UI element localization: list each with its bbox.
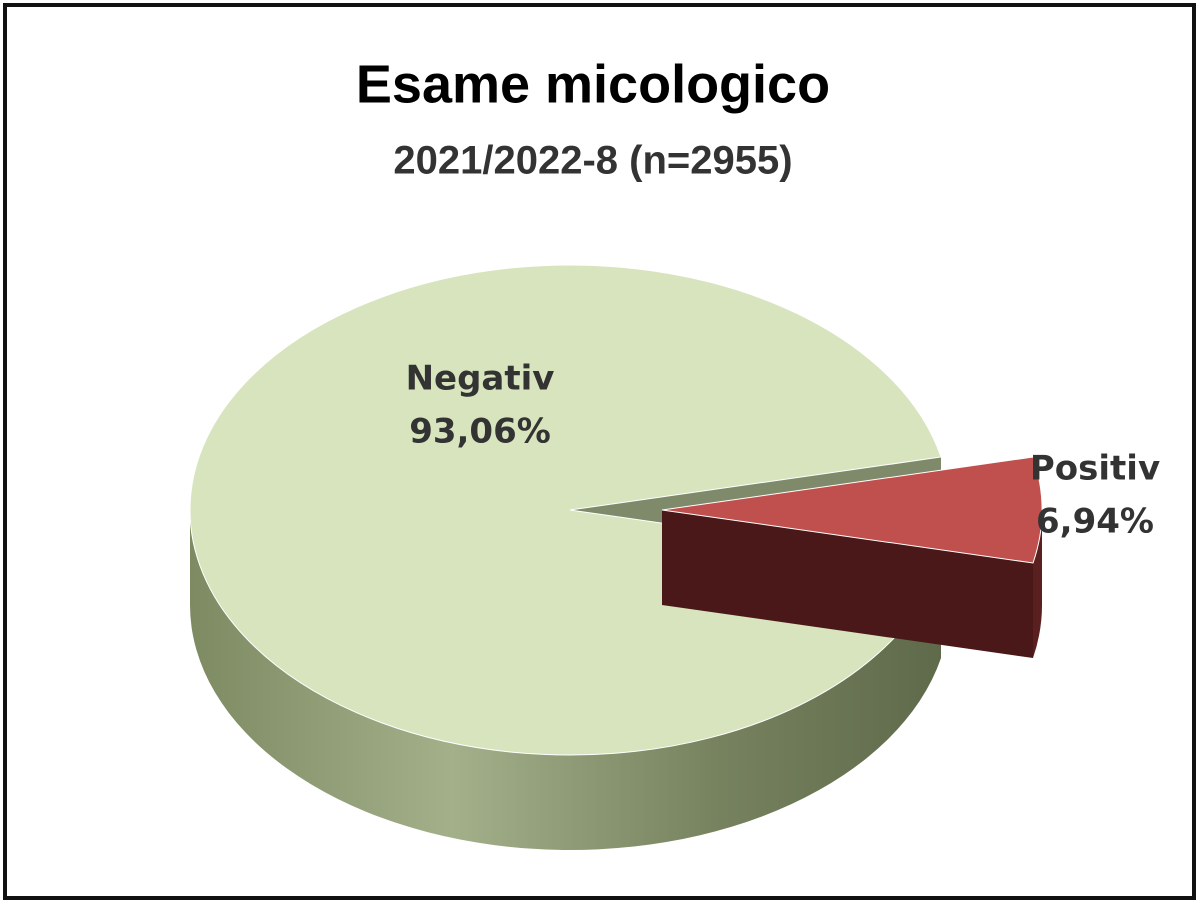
chart-title: Esame micologico bbox=[356, 54, 830, 114]
slice-label: Positiv bbox=[1030, 449, 1160, 489]
slice-value-label: 93,06% bbox=[409, 412, 551, 452]
slice-side bbox=[1033, 510, 1043, 658]
pie: Negativ 93,06% Positiv 6,94% bbox=[189, 264, 1160, 851]
slice bbox=[189, 264, 942, 756]
slice-label: Negativ bbox=[406, 359, 555, 399]
chart-subtitle: 2021/2022-8 (n=2955) bbox=[393, 139, 792, 183]
slice-value-label: 6,94% bbox=[1036, 502, 1154, 542]
slice bbox=[661, 456, 1043, 564]
slice-side bbox=[190, 510, 942, 851]
slice-cut-face bbox=[662, 510, 1034, 658]
